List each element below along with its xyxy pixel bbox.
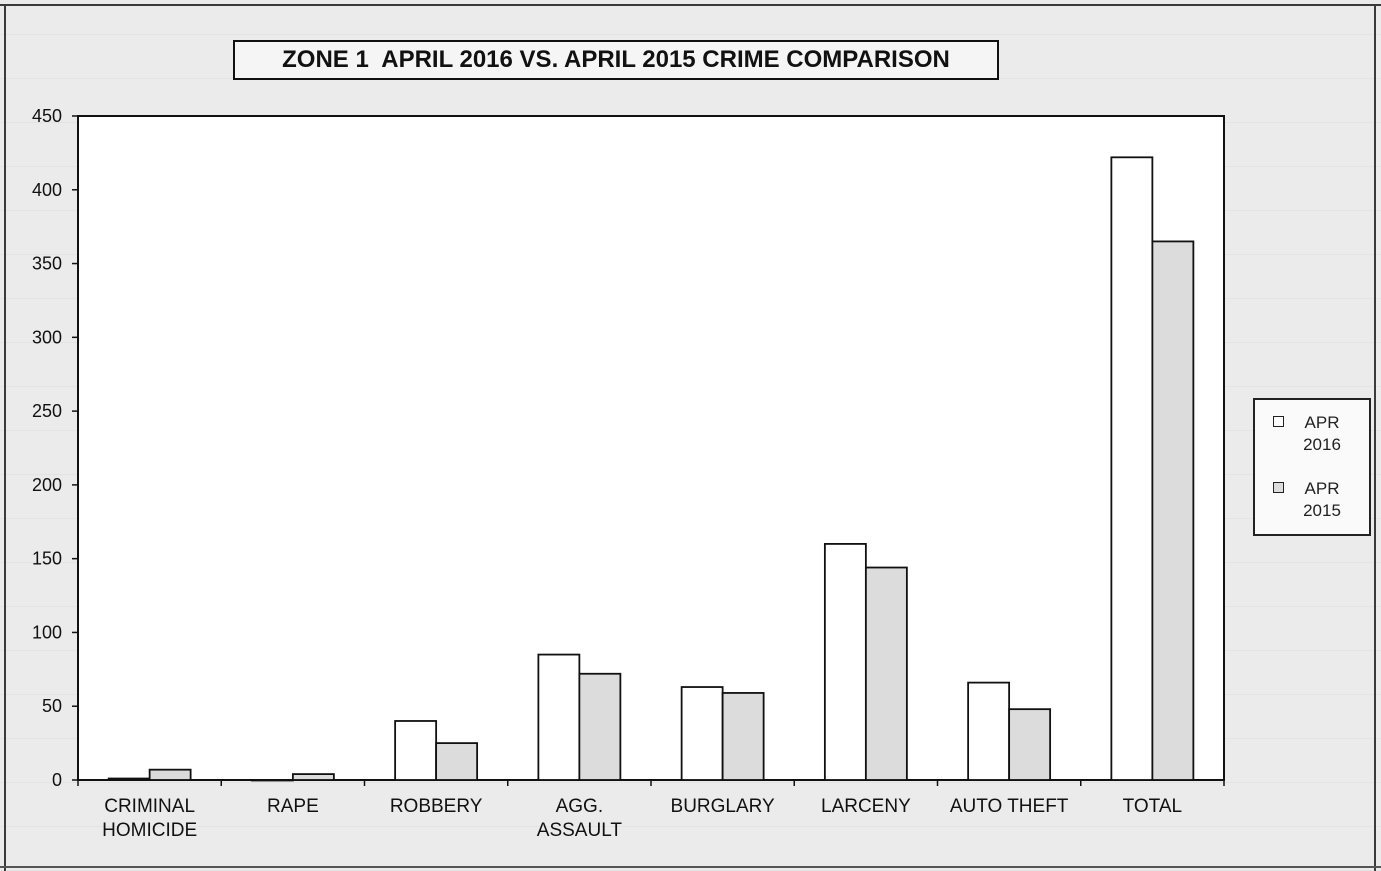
bar-apr-2016 [107, 777, 151, 781]
y-tick-label: 100 [32, 622, 62, 642]
y-tick-label: 0 [52, 770, 62, 790]
y-tick-label: 350 [32, 254, 62, 274]
x-category-label: LARCENY [821, 796, 911, 817]
bar-apr-2016 [680, 686, 724, 781]
x-category-label-line: BURGLARY [671, 796, 776, 817]
legend-swatch-apr-2015 [1273, 482, 1284, 493]
x-category-label: TOTAL [1123, 796, 1182, 817]
bar-apr-2015 [578, 672, 622, 781]
x-category-label-line: ROBBERY [390, 796, 483, 817]
plot-area [77, 115, 1225, 781]
x-category-label-line: AGG. [556, 796, 604, 817]
bar-apr-2015 [864, 566, 908, 781]
frame-border-right [1374, 4, 1376, 871]
chart-title: ZONE 1 APRIL 2016 VS. APRIL 2015 CRIME C… [233, 40, 999, 80]
x-category-label-line: TOTAL [1123, 796, 1182, 817]
frame-border-left [4, 4, 6, 871]
legend-item-apr-2016: APR 2016 [1273, 412, 1363, 456]
y-tick-label: 400 [32, 180, 62, 200]
bar-apr-2015 [1008, 708, 1052, 781]
legend-label-apr-2016: APR 2016 [1303, 413, 1341, 454]
x-category-label: BURGLARY [671, 796, 776, 817]
legend-label-apr-2015: APR 2015 [1303, 479, 1341, 520]
y-tick-label: 200 [32, 475, 62, 495]
x-category-label: AUTO THEFT [950, 796, 1069, 817]
legend-item-apr-2015: APR 2015 [1273, 478, 1363, 522]
x-category-label: CRIMINAL HOMICIDE [102, 796, 197, 841]
bar-apr-2015 [291, 773, 335, 781]
y-tick-label: 150 [32, 549, 62, 569]
y-tick-label: 250 [32, 401, 62, 421]
bar-apr-2015 [435, 742, 479, 781]
frame-border-top [0, 4, 1381, 6]
bar-apr-2016 [537, 653, 581, 781]
bar-apr-2015 [148, 768, 192, 781]
y-tick-label: 300 [32, 327, 62, 347]
x-category-label-line: AUTO THEFT [950, 796, 1069, 817]
y-tick-label: 50 [42, 696, 62, 716]
bar-apr-2016 [967, 681, 1011, 781]
x-category-label-line: RAPE [267, 796, 319, 817]
y-axis: 0 50 100 150 200 250 300 350 400 450 [32, 106, 78, 790]
bar-apr-2016 [1110, 156, 1154, 781]
x-category-label-line: CRIMINAL [104, 796, 195, 817]
y-tick-label: 450 [32, 106, 62, 126]
x-category-label: ROBBERY [390, 796, 483, 817]
legend-swatch-apr-2016 [1273, 416, 1284, 427]
bar-apr-2015 [721, 692, 765, 781]
bars-group [107, 156, 1195, 782]
x-category-label: RAPE [267, 796, 319, 817]
x-category-label-line: ASSAULT [537, 820, 623, 841]
bar-apr-2016 [823, 543, 867, 781]
chart-legend: APR 2016 APR 2015 [1253, 398, 1371, 536]
bar-apr-2015 [1151, 240, 1195, 781]
bar-apr-2016 [394, 720, 438, 781]
x-axis: CRIMINAL HOMICIDE RAPE ROBBERY AGG. ASSAULT BU… [77, 780, 1225, 841]
x-category-label: AGG. ASSAULT [537, 796, 623, 841]
x-category-label-line: HOMICIDE [102, 820, 197, 841]
x-category-label-line: LARCENY [821, 796, 911, 817]
frame-border-bottom [0, 866, 1381, 868]
bar-apr-2016 [250, 779, 294, 782]
